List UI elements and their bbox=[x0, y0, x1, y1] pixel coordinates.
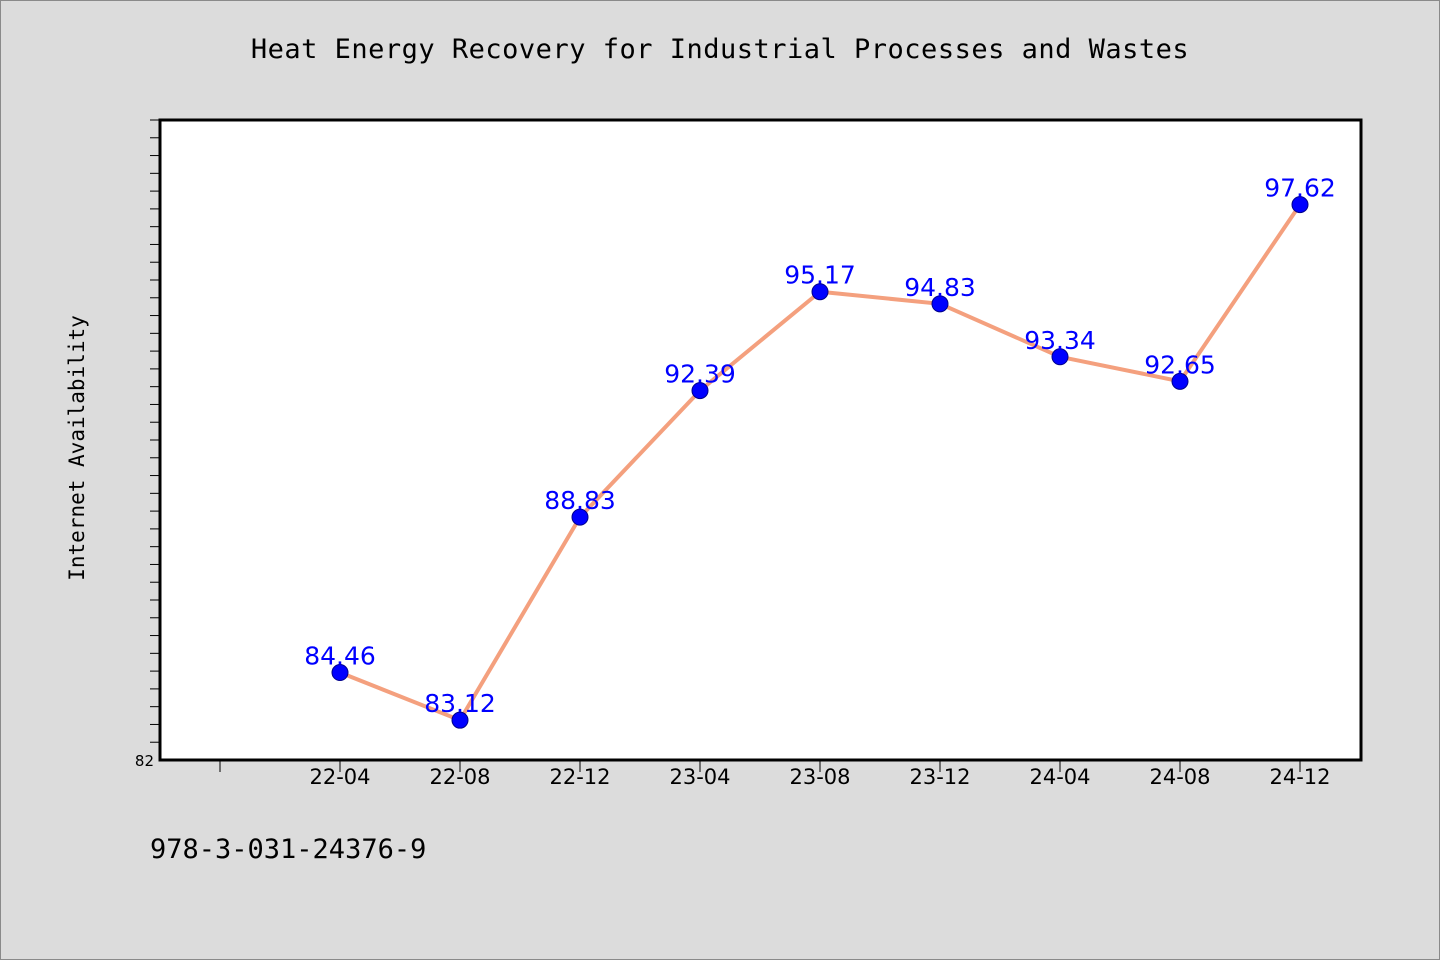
data-label: 93.34 bbox=[1024, 326, 1096, 355]
data-point bbox=[931, 295, 949, 313]
data-label: 92.65 bbox=[1144, 350, 1216, 379]
x-tick-label: 22-08 bbox=[429, 765, 490, 789]
data-point bbox=[1291, 196, 1309, 214]
data-point bbox=[571, 508, 589, 526]
plot-area bbox=[158, 118, 1363, 762]
series-group: 84.46 83.12 88.83 92.39 95.17 94.83 93.34 92.65… bbox=[304, 174, 1336, 729]
data-label: 83.12 bbox=[424, 689, 496, 718]
y-axis-ticks: 82 bbox=[135, 119, 160, 770]
data-point bbox=[331, 664, 349, 682]
x-tick-label: 23-08 bbox=[789, 765, 850, 789]
x-tick-label: 22-04 bbox=[309, 765, 370, 789]
y-tick-label: 82 bbox=[135, 752, 154, 770]
data-point bbox=[451, 711, 469, 729]
x-tick-label: 23-04 bbox=[669, 765, 730, 789]
chart-title: Heat Energy Recovery for Industrial Proc… bbox=[250, 34, 1190, 65]
x-tick-label: 24-04 bbox=[1029, 765, 1090, 789]
x-axis-ticks: 22-04 22-08 22-12 23-04 23-08 23-12 24-04 24-08… bbox=[219, 760, 1331, 789]
x-tick-label: 23-12 bbox=[909, 765, 970, 789]
data-label: 84.46 bbox=[304, 642, 376, 671]
data-point bbox=[691, 382, 709, 400]
x-tick-label: 24-08 bbox=[1149, 765, 1210, 789]
footer-code: 978-3-031-24376-9 bbox=[150, 834, 427, 865]
y-axis-label: Internet Availability bbox=[65, 315, 89, 581]
data-point bbox=[811, 283, 829, 301]
data-label: 95.17 bbox=[784, 261, 856, 290]
data-label: 97.62 bbox=[1264, 174, 1336, 203]
data-point bbox=[1051, 348, 1069, 366]
data-point bbox=[1171, 372, 1189, 390]
x-tick-label: 24-12 bbox=[1269, 765, 1330, 789]
data-label: 88.83 bbox=[544, 486, 616, 515]
data-label: 92.39 bbox=[664, 360, 736, 389]
data-label: 94.83 bbox=[904, 273, 976, 302]
x-tick-label: 22-12 bbox=[549, 765, 610, 789]
